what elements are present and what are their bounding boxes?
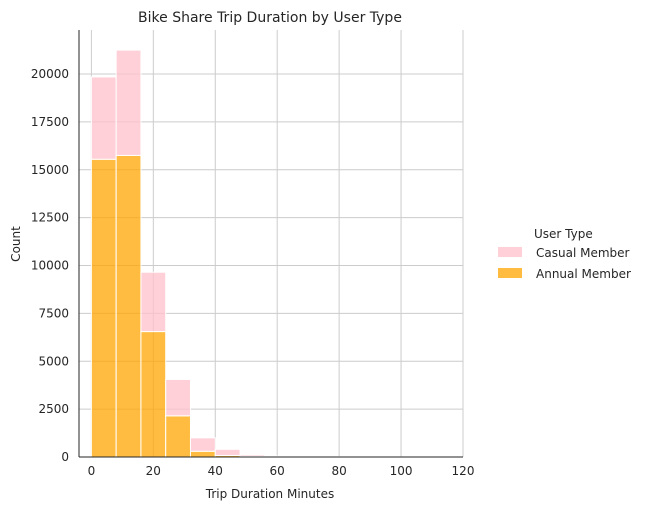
y-tick-label: 5000 [38, 354, 69, 368]
y-tick-label: 20000 [31, 67, 69, 81]
chart-title: Bike Share Trip Duration by User Type [138, 10, 402, 26]
legend-label: Annual Member [536, 267, 631, 281]
bar-casual-member [214, 448, 241, 456]
y-tick-labels: 0 2500 5000 7500 10000 12500 15000 17500 20000 [31, 67, 69, 464]
x-tick-label: 0 [88, 464, 96, 478]
bar-annual-member [90, 158, 117, 458]
bar-casual-member [239, 454, 266, 457]
legend: User Type Casual Member Annual Member [498, 227, 631, 281]
legend-title: User Type [534, 227, 593, 241]
y-tick-label: 0 [61, 450, 69, 464]
y-tick-label: 2500 [38, 402, 69, 416]
bar-casual-member [140, 271, 167, 333]
bar-casual-member [189, 437, 216, 452]
y-axis-label: Count [9, 226, 23, 262]
x-tick-label: 80 [331, 464, 346, 478]
legend-label: Casual Member [536, 246, 630, 260]
x-tick-label: 60 [270, 464, 285, 478]
legend-swatch [498, 268, 522, 278]
bar-casual-member [115, 49, 142, 156]
bar-casual-member [90, 76, 117, 160]
y-tick-label: 12500 [31, 211, 69, 225]
x-axis-label: Trip Duration Minutes [205, 487, 334, 501]
x-tick-labels: 0 20 40 60 80 100 120 [88, 464, 475, 478]
x-tick-label: 40 [208, 464, 223, 478]
y-tick-label: 7500 [38, 306, 69, 320]
legend-swatch [498, 247, 522, 257]
axes [78, 30, 463, 458]
bar-annual-member [165, 415, 191, 458]
bar-annual-member [115, 154, 142, 458]
bar-annual-member [189, 450, 216, 458]
x-tick-label: 20 [146, 464, 161, 478]
x-tick-label: 100 [390, 464, 413, 478]
histogram-bars [90, 49, 439, 458]
x-tick-label: 120 [452, 464, 475, 478]
y-tick-label: 10000 [31, 259, 69, 273]
y-tick-label: 15000 [31, 163, 69, 177]
bar-annual-member [140, 331, 167, 458]
y-tick-label: 17500 [31, 115, 69, 129]
bar-casual-member [165, 378, 191, 417]
